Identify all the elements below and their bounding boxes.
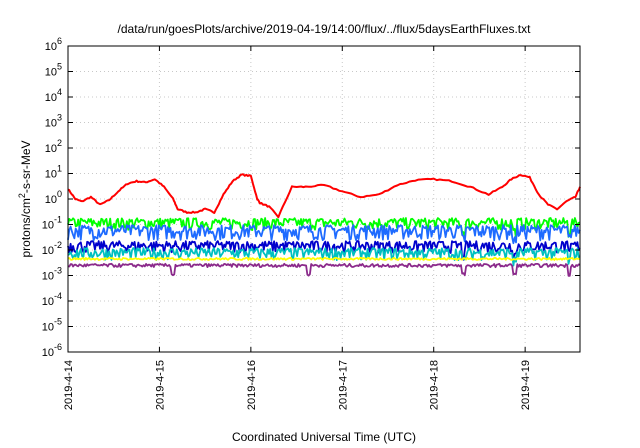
- y-tick-label: 103: [45, 113, 62, 130]
- x-tick-label: 2019-4-18: [429, 360, 441, 410]
- y-axis-title: protons/cm2-s-sr-MeV: [17, 140, 33, 257]
- y-tick-label: 105: [45, 62, 62, 79]
- series-line: [67, 262, 581, 277]
- x-tick-label: 2019-4-17: [337, 360, 349, 410]
- y-tick-label: 10-2: [42, 240, 62, 257]
- x-tick-label: 2019-4-16: [246, 360, 258, 410]
- y-tick-label: 10-4: [42, 291, 62, 308]
- y-tick-label: 102: [45, 138, 62, 155]
- grid: [68, 46, 580, 352]
- series-line: [67, 217, 581, 240]
- y-tick-label: 10-3: [42, 266, 62, 283]
- chart-title: /data/run/goesPlots/archive/2019-04-19/1…: [118, 22, 532, 36]
- series-layer: [67, 173, 581, 277]
- y-tick-label: 100: [45, 189, 62, 206]
- series-line: [67, 247, 581, 267]
- x-axis: 2019-4-14 2019-4-15 2019-4-16 2019-4-17 2019…: [63, 46, 532, 410]
- y-axis: 10-6 10-5 10-4 10-3 10-2 10-1 100 101 102 103 104 1…: [42, 36, 580, 359]
- y-tick-label: 106: [45, 36, 62, 53]
- series-line: [67, 240, 581, 263]
- y-tick-label: 10-1: [42, 215, 62, 232]
- y-tick-label: 10-5: [42, 317, 62, 334]
- x-axis-title: Coordinated Universal Time (UTC): [232, 430, 416, 444]
- y-tick-label: 101: [45, 164, 62, 181]
- x-tick-label: 2019-4-19: [520, 360, 532, 410]
- series-line: [67, 256, 581, 261]
- y-tick-label: 10-6: [42, 342, 62, 359]
- x-tick-label: 2019-4-15: [154, 360, 166, 410]
- x-tick-label: 2019-4-14: [63, 360, 75, 410]
- series-line: [67, 224, 581, 245]
- series-line: [67, 173, 581, 219]
- y-tick-label: 104: [45, 87, 62, 104]
